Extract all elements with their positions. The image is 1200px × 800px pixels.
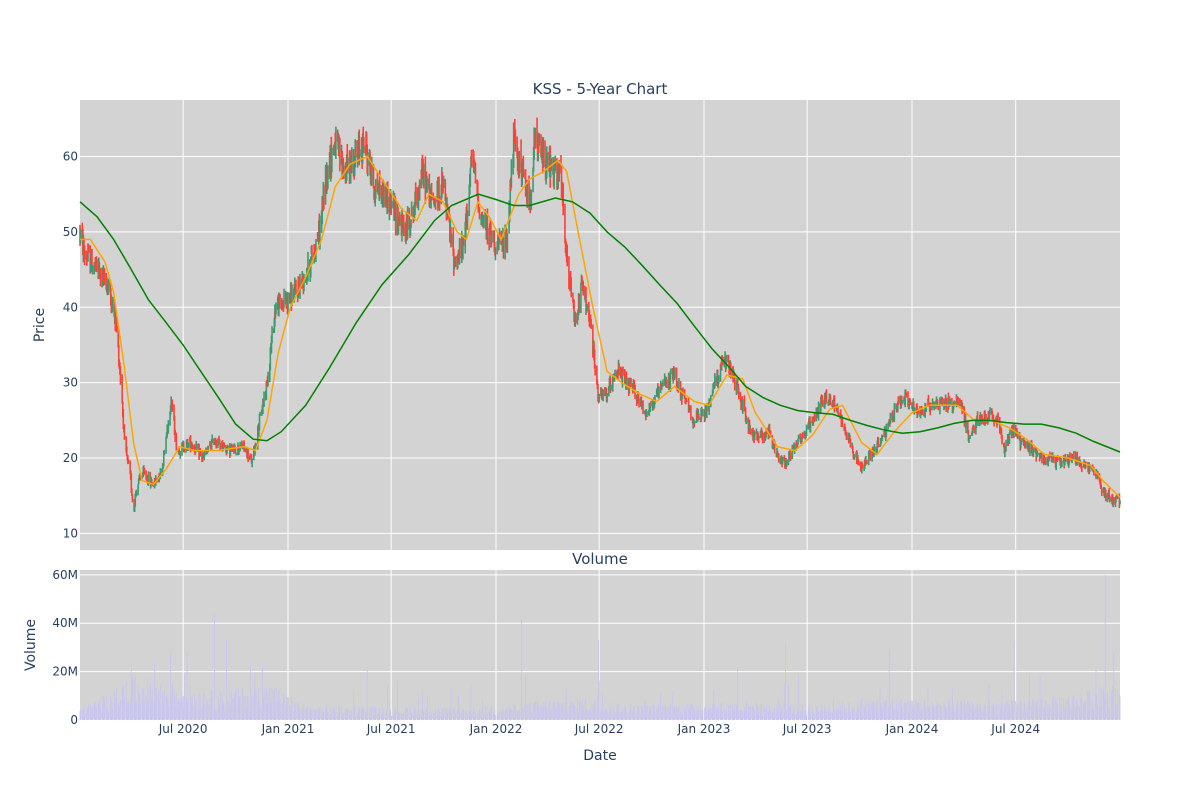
price-overlay-line-0 xyxy=(80,155,1121,498)
volume-y-ticks: 0 20M 40M 60M xyxy=(52,568,78,727)
price-y-tick-label: 10 xyxy=(63,526,78,540)
x-tick-label: Jan 2024 xyxy=(885,722,939,736)
volume-gridlines xyxy=(80,570,1120,721)
volume-panel: 0 20M 40M 60M Jul 2020 Jan 2021 Jul 2021 Jan 2… xyxy=(23,550,1121,764)
x-tick-label: Jul 2024 xyxy=(990,722,1040,736)
x-tick-label: Jan 2021 xyxy=(261,722,315,736)
volume-y-tick-label: 60M xyxy=(52,568,78,582)
x-tick-label: Jan 2023 xyxy=(677,722,731,736)
x-tick-label: Jul 2021 xyxy=(366,722,416,736)
price-y-tick-label: 60 xyxy=(63,150,78,164)
volume-y-tick-label: 40M xyxy=(52,616,78,630)
price-y-tick-label: 40 xyxy=(63,300,78,314)
x-tick-label: Jul 2022 xyxy=(574,722,624,736)
price-chart-title: KSS - 5-Year Chart xyxy=(533,80,668,98)
price-gridlines xyxy=(80,100,1120,550)
price-y-tick-label: 50 xyxy=(63,225,78,239)
volume-y-tick-label: 20M xyxy=(52,665,78,679)
price-overlays xyxy=(79,155,1121,498)
volume-chart-title: Volume xyxy=(572,550,628,568)
x-tick-label: Jul 2020 xyxy=(158,722,208,736)
price-plot-background xyxy=(80,100,1120,550)
price-y-tick-label: 30 xyxy=(63,376,78,390)
price-y-tick-label: 20 xyxy=(63,451,78,465)
volume-x-ticks: Jul 2020 Jan 2021 Jul 2021 Jan 2022 Jul 2022… xyxy=(158,722,1040,736)
price-y-axis-title: Price xyxy=(32,308,48,342)
price-candles xyxy=(79,117,1121,513)
volume-plot-background xyxy=(80,570,1120,720)
price-overlay-line-1 xyxy=(79,193,1121,453)
x-tick-label: Jul 2023 xyxy=(782,722,832,736)
volume-bars xyxy=(79,574,1121,720)
price-panel: 10 20 30 40 50 60 KSS - 5-Year Chart Price xyxy=(32,80,1121,550)
volume-y-axis-title: Volume xyxy=(23,619,39,671)
x-axis-title: Date xyxy=(583,748,616,764)
volume-y-tick-label: 0 xyxy=(70,713,78,727)
price-y-ticks: 10 20 30 40 50 60 xyxy=(63,150,78,541)
x-tick-label: Jan 2022 xyxy=(469,722,523,736)
